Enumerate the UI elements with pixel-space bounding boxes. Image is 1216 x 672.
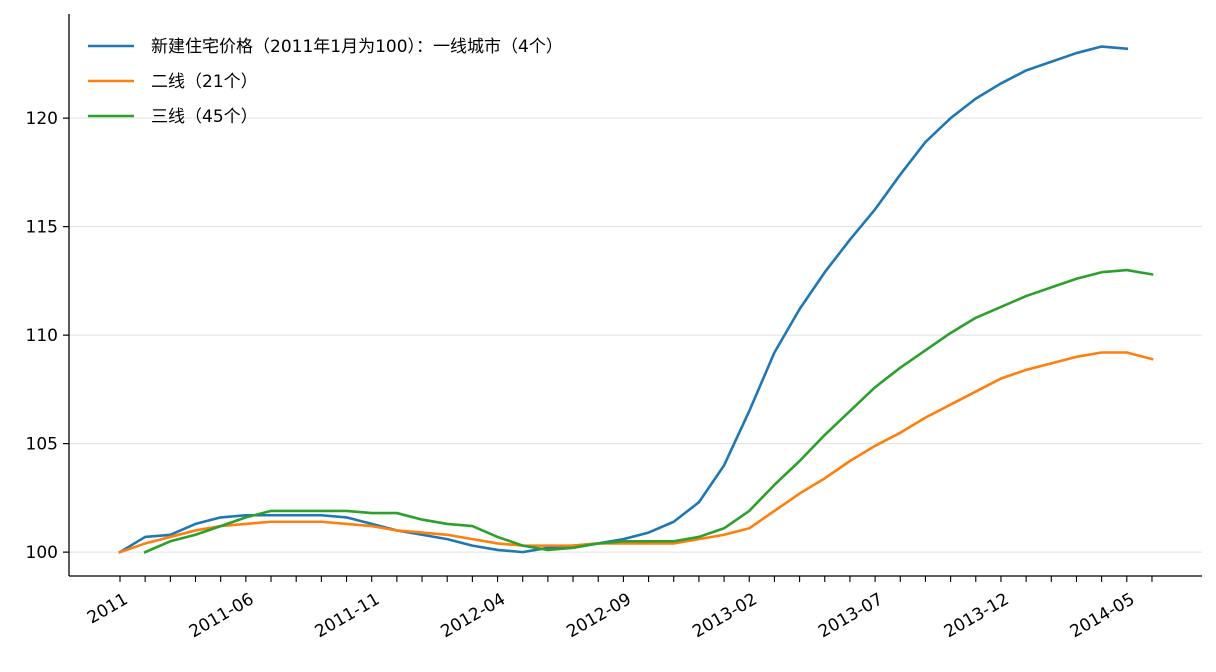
x-tick-label: 2013-12 <box>941 589 1013 642</box>
x-ticks: 2011 2011-06 2011-11 2012-04 2012-09 2013-02 2… <box>84 576 1153 642</box>
x-tick-label: 2013-07 <box>815 589 887 642</box>
legend-label-1: 二线（21个） <box>151 72 258 92</box>
series-line-1 <box>118 351 1154 554</box>
axes <box>68 14 1202 577</box>
gridlines <box>69 117 1202 553</box>
legend: 新建住宅价格（2011年1月为100）：一线城市（4个） 二线（21个） 三线（45… <box>88 37 563 127</box>
x-tick-label: 2012-09 <box>563 589 635 642</box>
y-tick-label: 120 <box>26 109 58 129</box>
x-tick-label: 2011-11 <box>312 589 384 642</box>
y-tick-label: 110 <box>26 326 58 346</box>
series-line-2 <box>143 268 1154 554</box>
legend-label-0: 新建住宅价格（2011年1月为100）：一线城市（4个） <box>151 37 563 57</box>
y-ticks: 100 105 110 115 120 <box>26 109 69 563</box>
x-tick-label: 2011 <box>84 589 131 628</box>
x-tick-label: 2011-06 <box>186 589 258 642</box>
x-tick-label: 2012-04 <box>438 589 510 642</box>
series-lines <box>118 45 1154 554</box>
y-tick-label: 115 <box>26 218 58 238</box>
x-tick-label: 2013-02 <box>689 589 761 642</box>
series-line-0 <box>118 45 1129 554</box>
y-tick-label: 105 <box>26 435 58 455</box>
legend-label-2: 三线（45个） <box>151 107 258 127</box>
y-tick-label: 100 <box>26 543 58 563</box>
x-tick-label: 2014-05 <box>1067 589 1139 642</box>
